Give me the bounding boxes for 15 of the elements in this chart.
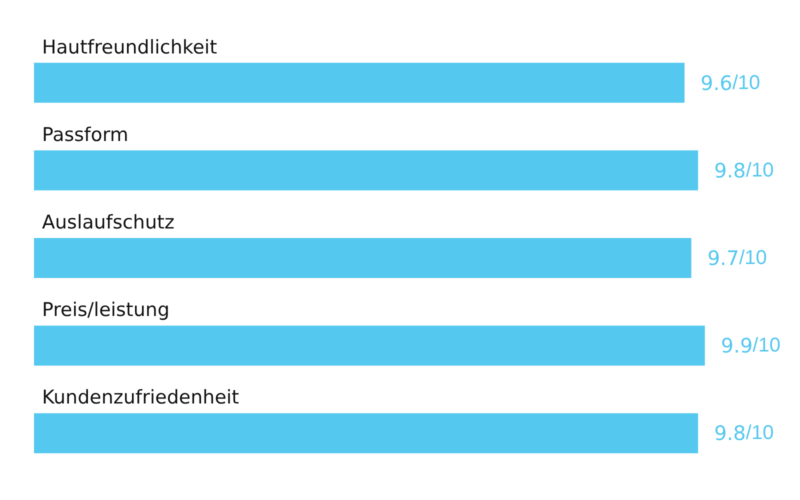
y-tick-label: Preis/leistung xyxy=(42,299,170,322)
data-label: 9.7 xyxy=(707,246,740,270)
y-tick-label: Auslaufschutz xyxy=(42,212,174,234)
y-tick-label: Hautfreundlichkeit xyxy=(42,36,218,58)
y-tick-label: Kundenzufriedenheit xyxy=(42,386,240,409)
data-label: 9.6 xyxy=(700,70,732,95)
y-tick-label: Passform xyxy=(42,124,128,146)
data-label: 9.8 xyxy=(714,421,746,446)
data-label: 9.9 xyxy=(720,334,753,358)
annotation: /10 xyxy=(746,159,774,182)
annotation: /10 xyxy=(752,334,780,357)
data-label: 9.8 xyxy=(714,158,746,182)
annotation: /10 xyxy=(739,247,767,269)
annotation: /10 xyxy=(732,72,760,94)
annotation: /10 xyxy=(746,422,774,444)
